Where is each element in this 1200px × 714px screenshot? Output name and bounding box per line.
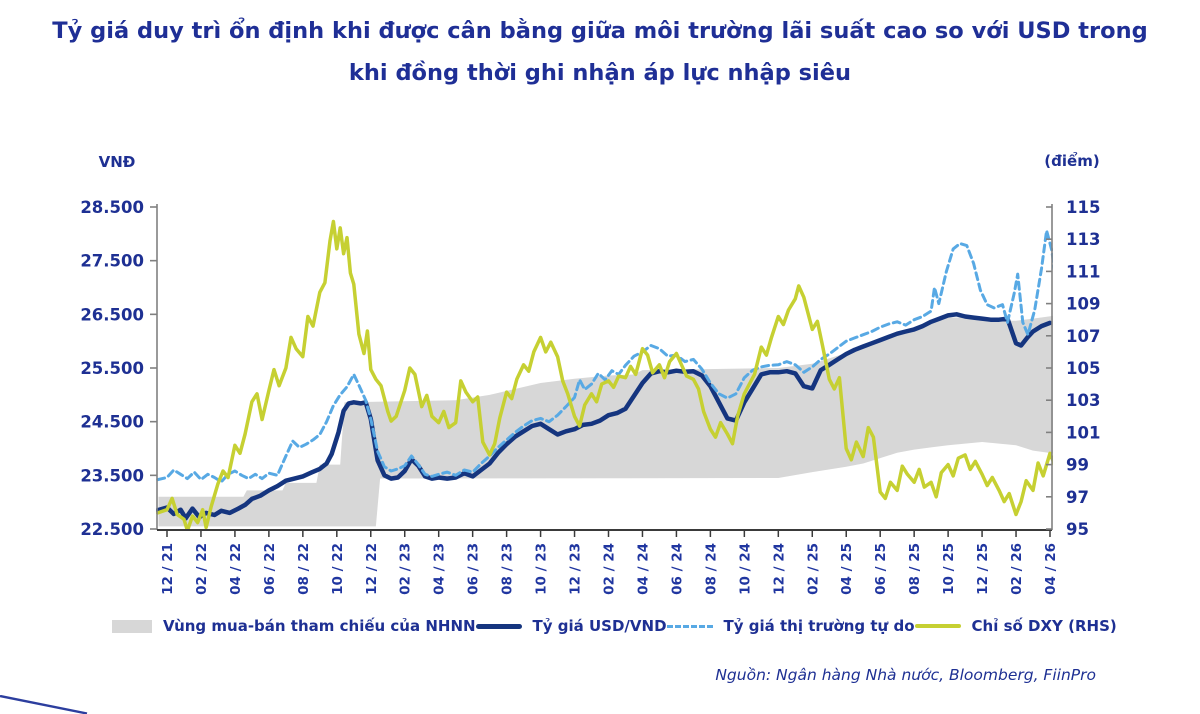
- y-right-tick-label: 99: [1066, 456, 1089, 475]
- y-left-tick-label: 27.500: [80, 252, 144, 271]
- y-right-tick-label: 95: [1066, 520, 1089, 539]
- x-tick-label: 02 / 24: [602, 543, 618, 595]
- y-right-tick-label: 103: [1066, 391, 1100, 410]
- x-tick-label: 04 / 26: [1043, 543, 1059, 595]
- corner-decoration-line: [0, 695, 88, 714]
- legend-swatch-area: [112, 619, 152, 633]
- y-left-tick-label: 25.500: [80, 359, 144, 378]
- x-tick-label: 12 / 21: [160, 543, 176, 595]
- x-tick-label: 10 / 25: [941, 543, 957, 595]
- x-tick-label: 04 / 22: [228, 543, 244, 595]
- legend-swatch-line: [475, 623, 522, 629]
- y-left-tick-label: 24.500: [80, 413, 144, 432]
- x-tick-label: 10 / 22: [330, 543, 346, 595]
- x-tick-label: 06 / 22: [262, 543, 278, 595]
- y-left-axis-unit: VNĐ: [99, 153, 136, 171]
- x-tick-label: 02 / 22: [194, 543, 210, 595]
- x-tick-label: 08 / 23: [500, 543, 516, 595]
- x-tick-label: 04 / 23: [432, 543, 448, 595]
- y-left-tick-label: 22.500: [80, 520, 144, 539]
- x-tick-label: 12 / 23: [568, 543, 584, 595]
- y-right-tick-label: 97: [1066, 488, 1089, 507]
- x-tick-label: 10 / 24: [737, 543, 753, 595]
- y-right-tick-label: 101: [1066, 423, 1100, 442]
- y-right-tick-label: 111: [1066, 262, 1100, 281]
- chart-legend: Vùng mua-bán tham chiếu của NHNN Tỷ giá U…: [0, 611, 1200, 641]
- legend-item-3: Chỉ số DXY (RHS): [914, 617, 1117, 635]
- x-tick-label: 12 / 22: [364, 543, 380, 595]
- legend-label: Vùng mua-bán tham chiếu của NHNN: [163, 617, 476, 635]
- x-tick-label: 06 / 23: [466, 543, 482, 595]
- y-left-tick-label: 23.500: [80, 466, 144, 485]
- chart-title-line1: Tỷ giá duy trì ổn định khi được cân bằng…: [52, 18, 1148, 44]
- x-tick-label: 12 / 25: [975, 543, 991, 595]
- legend-label: Tỷ giá thị trường tự do: [723, 617, 915, 635]
- x-tick-label: 04 / 25: [839, 543, 855, 595]
- y-right-tick-label: 105: [1066, 359, 1100, 378]
- y-right-tick-label: 109: [1066, 295, 1100, 314]
- x-tick-label: 06 / 25: [873, 543, 889, 595]
- chart-title: Tỷ giá duy trì ổn định khi được cân bằng…: [0, 10, 1200, 94]
- legend-label: Tỷ giá USD/VND: [532, 617, 667, 635]
- y-right-tick-label: 107: [1066, 327, 1100, 346]
- y-right-tick-label: 115: [1066, 198, 1100, 217]
- x-tick-label: 08 / 24: [703, 543, 719, 595]
- series-dxy-line: [156, 219, 1053, 531]
- y-left-tick-label: 28.500: [80, 198, 144, 217]
- x-tick-label: 12 / 24: [771, 543, 787, 595]
- plot-area: [156, 219, 1053, 531]
- y-left-tick-label: 26.500: [80, 305, 144, 324]
- legend-swatch-line2: [914, 624, 961, 628]
- legend-swatch-dashed: [666, 624, 713, 628]
- y-right-axis-unit: (điểm): [1044, 151, 1099, 170]
- legend-item-0: Vùng mua-bán tham chiếu của NHNN: [112, 617, 476, 635]
- legend-item-2: Tỷ giá thị trường tự do: [666, 617, 915, 635]
- axes: 28.500 27.500 26.500 25.500 24.500 23.500 22.5…: [80, 198, 1100, 595]
- chart-title-line2: khi đồng thời ghi nhận áp lực nhập siêu: [348, 60, 852, 86]
- legend-item-1: Tỷ giá USD/VND: [475, 617, 667, 635]
- legend-label: Chỉ số DXY (RHS): [971, 617, 1117, 635]
- x-tick-label: 02 / 26: [1009, 543, 1025, 595]
- nhnn-band-area: [158, 315, 1053, 527]
- x-tick-label: 02 / 23: [398, 543, 414, 595]
- x-tick-label: 08 / 25: [907, 543, 923, 595]
- x-tick-label: 04 / 24: [635, 543, 651, 595]
- x-tick-label: 10 / 23: [534, 543, 550, 595]
- source-note: Nguồn: Ngân hàng Nhà nước, Bloomberg, Fi…: [715, 666, 1096, 684]
- x-tick-label: 08 / 22: [296, 543, 312, 595]
- y-right-tick-label: 113: [1066, 230, 1100, 249]
- x-tick-label: 02 / 25: [805, 543, 821, 595]
- series-free-market-line: [156, 229, 1053, 484]
- x-tick-label: 06 / 24: [669, 543, 685, 595]
